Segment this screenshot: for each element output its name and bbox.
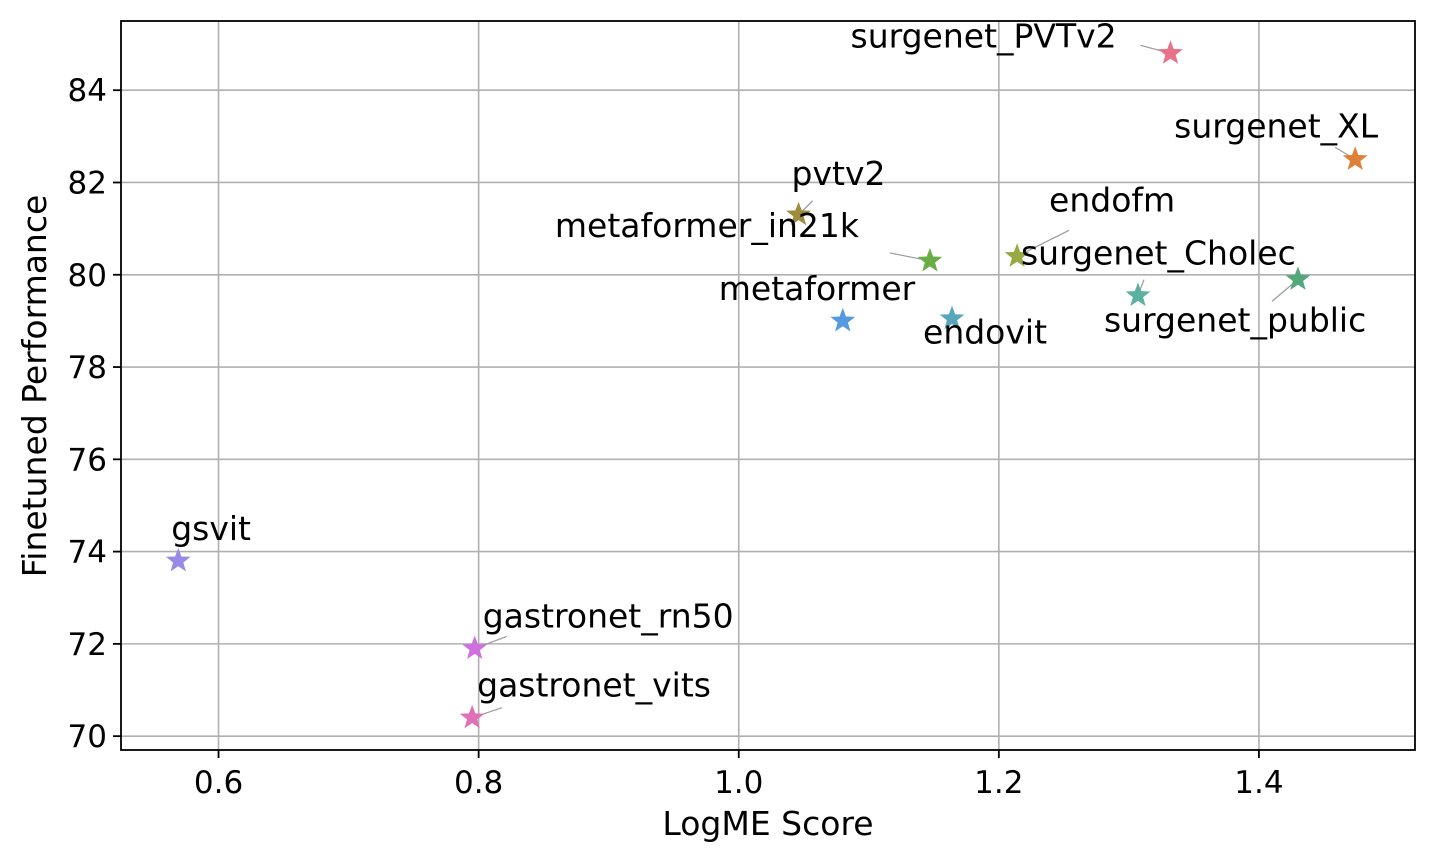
x-tick-label: 0.6: [194, 765, 243, 801]
y-tick-label: 84: [68, 73, 107, 109]
star-marker-gastronet_rn50: [462, 635, 488, 660]
point-label-gastronet_vits: gastronet_vits: [477, 666, 711, 705]
y-tick-label: 70: [68, 719, 107, 755]
star-marker-metaformer: [830, 307, 856, 332]
star-marker-endovit: [939, 305, 965, 330]
star-marker-surgenet_XL: [1342, 146, 1368, 170]
y-tick-label: 82: [68, 165, 107, 201]
point-label-gsvit: gsvit: [171, 509, 251, 548]
point-label-surgenet_public: surgenet_public: [1104, 300, 1366, 339]
axis-ticks: 0.6 0.8 1.0 1.2 1.4 70 72 74 76 78 80 82 84: [68, 73, 1284, 801]
point-label-metaformer_in21k: metaformer_in21k: [555, 206, 860, 245]
x-tick-label: 1.4: [1234, 765, 1283, 801]
star-marker-surgenet_PVTv2: [1158, 40, 1183, 64]
leader-line: [1016, 229, 1070, 257]
point-label-pvtv2: pvtv2: [792, 154, 886, 193]
star-marker-metaformer_in21k: [917, 247, 943, 272]
star-marker-surgenet_Cholec: [1125, 282, 1151, 307]
data-points: [165, 40, 1368, 729]
x-tick-label: 0.8: [454, 765, 503, 801]
point-label-gastronet_rn50: gastronet_rn50: [483, 596, 734, 635]
y-tick-label: 80: [68, 258, 107, 294]
point-labels: surgenet_PVTv2 surgenet_XL pvtv2 metaformer…: [171, 16, 1379, 704]
star-marker-gsvit: [165, 547, 191, 572]
x-axis-label: LogME Score: [662, 804, 873, 843]
star-marker-pvtv2: [786, 201, 811, 226]
y-axis-label: Finetuned Performance: [15, 195, 54, 578]
point-label-surgenet_XL: surgenet_XL: [1174, 106, 1379, 145]
x-tick-label: 1.0: [714, 765, 763, 801]
y-tick-label: 76: [68, 442, 107, 478]
point-label-surgenet_PVTv2: surgenet_PVTv2: [851, 16, 1117, 55]
grid-lines: [121, 21, 1415, 750]
y-tick-label: 74: [68, 535, 107, 571]
point-label-endofm: endofm: [1049, 180, 1175, 219]
point-label-metaformer: metaformer: [719, 269, 916, 308]
x-tick-label: 1.2: [974, 765, 1023, 801]
star-marker-endofm: [1004, 243, 1030, 267]
point-label-endovit: endovit: [923, 313, 1047, 352]
point-label-surgenet_Cholec: surgenet_Cholec: [1021, 234, 1296, 273]
y-tick-label: 72: [68, 627, 107, 663]
star-marker-surgenet_public: [1285, 266, 1311, 290]
plot-frame: [120, 20, 1416, 751]
star-marker-gastronet_vits: [459, 704, 485, 729]
y-tick-label: 78: [68, 350, 107, 386]
